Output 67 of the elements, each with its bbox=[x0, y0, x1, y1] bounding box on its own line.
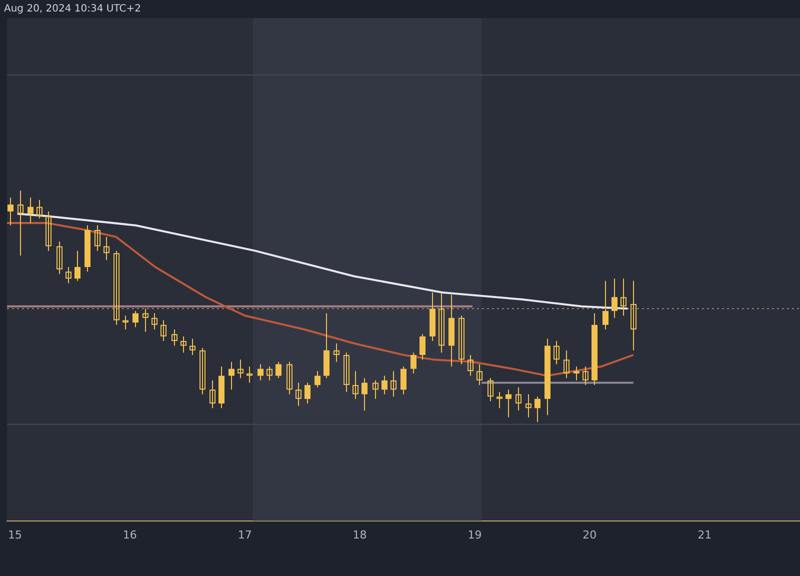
candlestick bbox=[612, 278, 618, 318]
candlestick bbox=[286, 361, 292, 395]
candlestick bbox=[94, 224, 100, 252]
candlestick bbox=[390, 370, 396, 398]
candlestick bbox=[180, 336, 186, 354]
candlestick bbox=[190, 338, 196, 356]
candlestick bbox=[438, 292, 444, 354]
candlestick bbox=[344, 352, 350, 392]
candlestick bbox=[104, 236, 110, 261]
candlestick bbox=[132, 310, 138, 328]
candlestick bbox=[276, 361, 282, 379]
text: Aug 20, 2024 10:34 UTC+2 bbox=[4, 4, 141, 15]
candlestick bbox=[152, 312, 158, 330]
candlestick bbox=[488, 378, 494, 402]
candlestick bbox=[246, 366, 252, 384]
candlestick bbox=[574, 366, 580, 381]
candlestick bbox=[458, 315, 464, 365]
candlestick bbox=[18, 190, 24, 256]
candlestick bbox=[516, 386, 522, 411]
candlestick bbox=[564, 350, 570, 379]
candlestick bbox=[296, 382, 302, 406]
candlestick bbox=[420, 334, 426, 360]
x-tick-label: 20 bbox=[582, 528, 597, 542]
candlestick bbox=[314, 370, 320, 388]
candlestick bbox=[620, 278, 626, 316]
candlestick bbox=[526, 394, 532, 418]
candlestick bbox=[200, 348, 206, 395]
candlestick bbox=[114, 250, 120, 326]
x-tick-label: 17 bbox=[238, 528, 252, 542]
candlestick bbox=[36, 199, 42, 219]
candlestick bbox=[630, 280, 636, 351]
candlestick bbox=[496, 391, 502, 409]
candlestick bbox=[74, 250, 80, 282]
candlestick bbox=[266, 366, 272, 381]
candlestick bbox=[400, 366, 406, 395]
candlestick bbox=[334, 342, 340, 362]
candlestick bbox=[66, 266, 72, 284]
candlestick bbox=[210, 380, 216, 409]
candlestick bbox=[410, 352, 416, 374]
candlestick bbox=[554, 340, 560, 365]
candlestick bbox=[372, 380, 378, 400]
x-tick-label: 15 bbox=[8, 528, 22, 542]
candlestick bbox=[28, 197, 34, 224]
candlestick bbox=[172, 328, 178, 346]
candlestick bbox=[142, 308, 148, 332]
candlestick bbox=[238, 359, 244, 379]
candlestick bbox=[534, 396, 540, 423]
candlestick bbox=[582, 366, 588, 386]
candlestick bbox=[362, 378, 368, 411]
candlestick bbox=[468, 354, 474, 376]
candlestick bbox=[56, 241, 62, 274]
x-tick-label: 21 bbox=[698, 528, 712, 542]
candlestick bbox=[228, 361, 234, 390]
x-tick-label: 19 bbox=[468, 528, 482, 542]
candlestick bbox=[602, 280, 608, 330]
candlestick bbox=[352, 370, 358, 400]
candlestick bbox=[506, 389, 512, 418]
candlestick bbox=[304, 382, 310, 404]
candlestick bbox=[476, 364, 482, 386]
candlestick bbox=[258, 364, 264, 381]
candlestick bbox=[46, 210, 52, 252]
x-tick-label: 16 bbox=[122, 528, 137, 542]
candlestick bbox=[122, 315, 128, 330]
candlestick bbox=[8, 197, 14, 226]
candlestick bbox=[160, 320, 166, 342]
candlestick bbox=[382, 375, 388, 395]
x-tick-label: 18 bbox=[352, 528, 367, 542]
